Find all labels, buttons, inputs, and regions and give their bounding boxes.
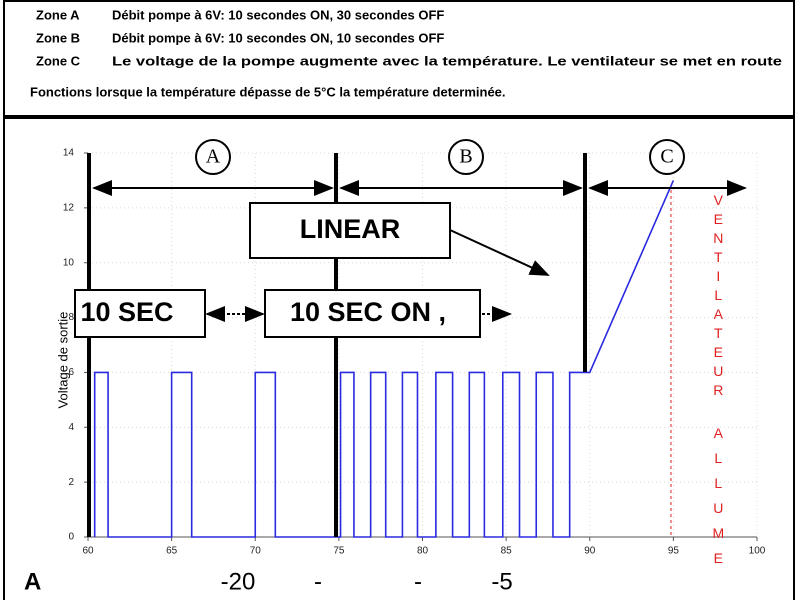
y-tick-label: 12 xyxy=(63,202,75,213)
label-box xyxy=(264,289,481,338)
footer-text: -20 xyxy=(221,568,256,595)
y-tick-label: 14 xyxy=(63,148,75,159)
x-tick-label: 70 xyxy=(250,546,262,557)
x-tick-label: 60 xyxy=(82,546,94,557)
x-tick-label: 95 xyxy=(668,546,680,557)
circles xyxy=(195,139,685,175)
zone-label: Zone A xyxy=(36,7,80,22)
footer-text: - xyxy=(414,568,422,595)
zone-letter: C xyxy=(660,146,673,168)
arrow xyxy=(449,229,550,276)
box-text: 10 SEC ON , xyxy=(290,297,446,327)
chart-box xyxy=(3,117,795,605)
y-tick-label: 6 xyxy=(68,367,74,378)
label-box xyxy=(74,289,206,338)
y-tick-label: 4 xyxy=(68,422,74,433)
x-tick-label: 85 xyxy=(501,546,513,557)
boxes xyxy=(74,202,481,338)
zone-circle xyxy=(195,139,231,175)
x-tick-label: 75 xyxy=(333,546,345,557)
zone-label: Zone C xyxy=(36,53,81,68)
vertical-text: VENTILATEUR xyxy=(710,192,726,401)
y-axis-label: Voltage de sortie xyxy=(55,312,70,409)
y-tick-label: 0 xyxy=(68,532,74,543)
x-tick-label: 90 xyxy=(584,546,596,557)
zone-text: Le voltage de la pompe augmente avec la … xyxy=(112,53,782,68)
vertical-text: ALLUME xyxy=(710,425,726,575)
y-tick-label: 8 xyxy=(68,312,74,323)
footer-text: A xyxy=(24,568,41,595)
zone-letter: B xyxy=(459,146,472,168)
zone-text: Débit pompe à 6V: 10 secondes ON, 30 sec… xyxy=(112,7,444,22)
x-tick-label: 80 xyxy=(417,546,429,557)
footer-text: -5 xyxy=(491,568,512,595)
zone-text: Débit pompe à 6V: 10 secondes ON, 10 sec… xyxy=(112,30,444,45)
header-note: Fonctions lorsque la température dépasse… xyxy=(30,84,506,99)
box-text: LINEAR xyxy=(300,214,401,244)
series-line xyxy=(93,180,675,538)
footer-text: - xyxy=(314,568,322,595)
zone-arrows xyxy=(92,180,747,322)
y-tick-label: 10 xyxy=(63,257,75,268)
zone-label: Zone B xyxy=(36,30,80,45)
box-text: 10 SEC xyxy=(80,297,173,327)
x-tick-label: 100 xyxy=(749,546,766,557)
zone-circle xyxy=(649,139,685,175)
header-box xyxy=(3,0,795,117)
zone-circle xyxy=(448,139,484,175)
label-box xyxy=(249,202,451,259)
x-tick-label: 65 xyxy=(166,546,178,557)
zone-letter: A xyxy=(206,146,221,168)
y-tick-label: 2 xyxy=(68,477,74,488)
